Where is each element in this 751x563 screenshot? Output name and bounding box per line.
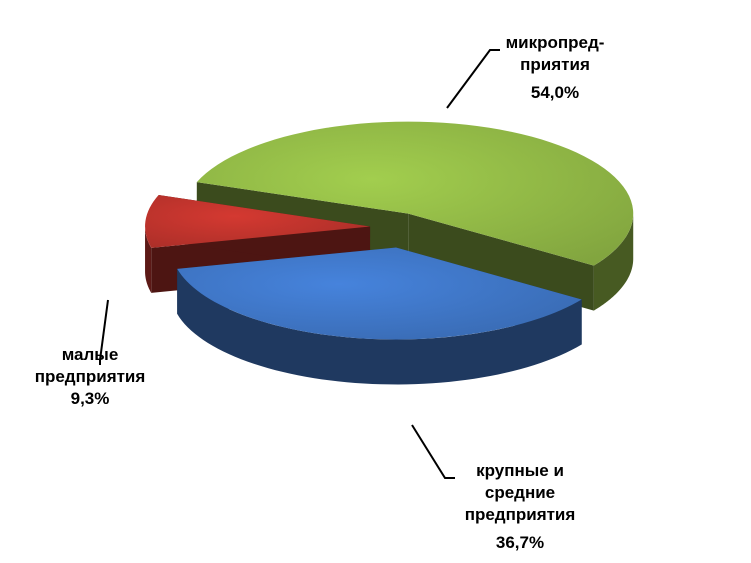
slice-side <box>145 226 152 293</box>
value-label: 9,3% <box>70 389 110 408</box>
slices <box>145 121 634 385</box>
value-label: 54,0% <box>530 83 580 102</box>
slice <box>145 194 371 248</box>
leader-line <box>446 49 500 109</box>
slice-cut-face <box>408 213 594 311</box>
value-label: 36,7% <box>495 533 545 552</box>
leader-lines <box>99 49 500 479</box>
leader-line <box>99 299 109 365</box>
slice <box>196 121 634 266</box>
slice-side <box>593 213 634 311</box>
slice-label: малые предприятия <box>34 345 146 386</box>
slice-label: крупные и средние предприятия <box>464 461 576 524</box>
slice-side <box>177 268 582 385</box>
slice <box>177 247 582 340</box>
leader-line <box>411 424 455 479</box>
slice-label: микропред- приятия <box>505 33 605 74</box>
